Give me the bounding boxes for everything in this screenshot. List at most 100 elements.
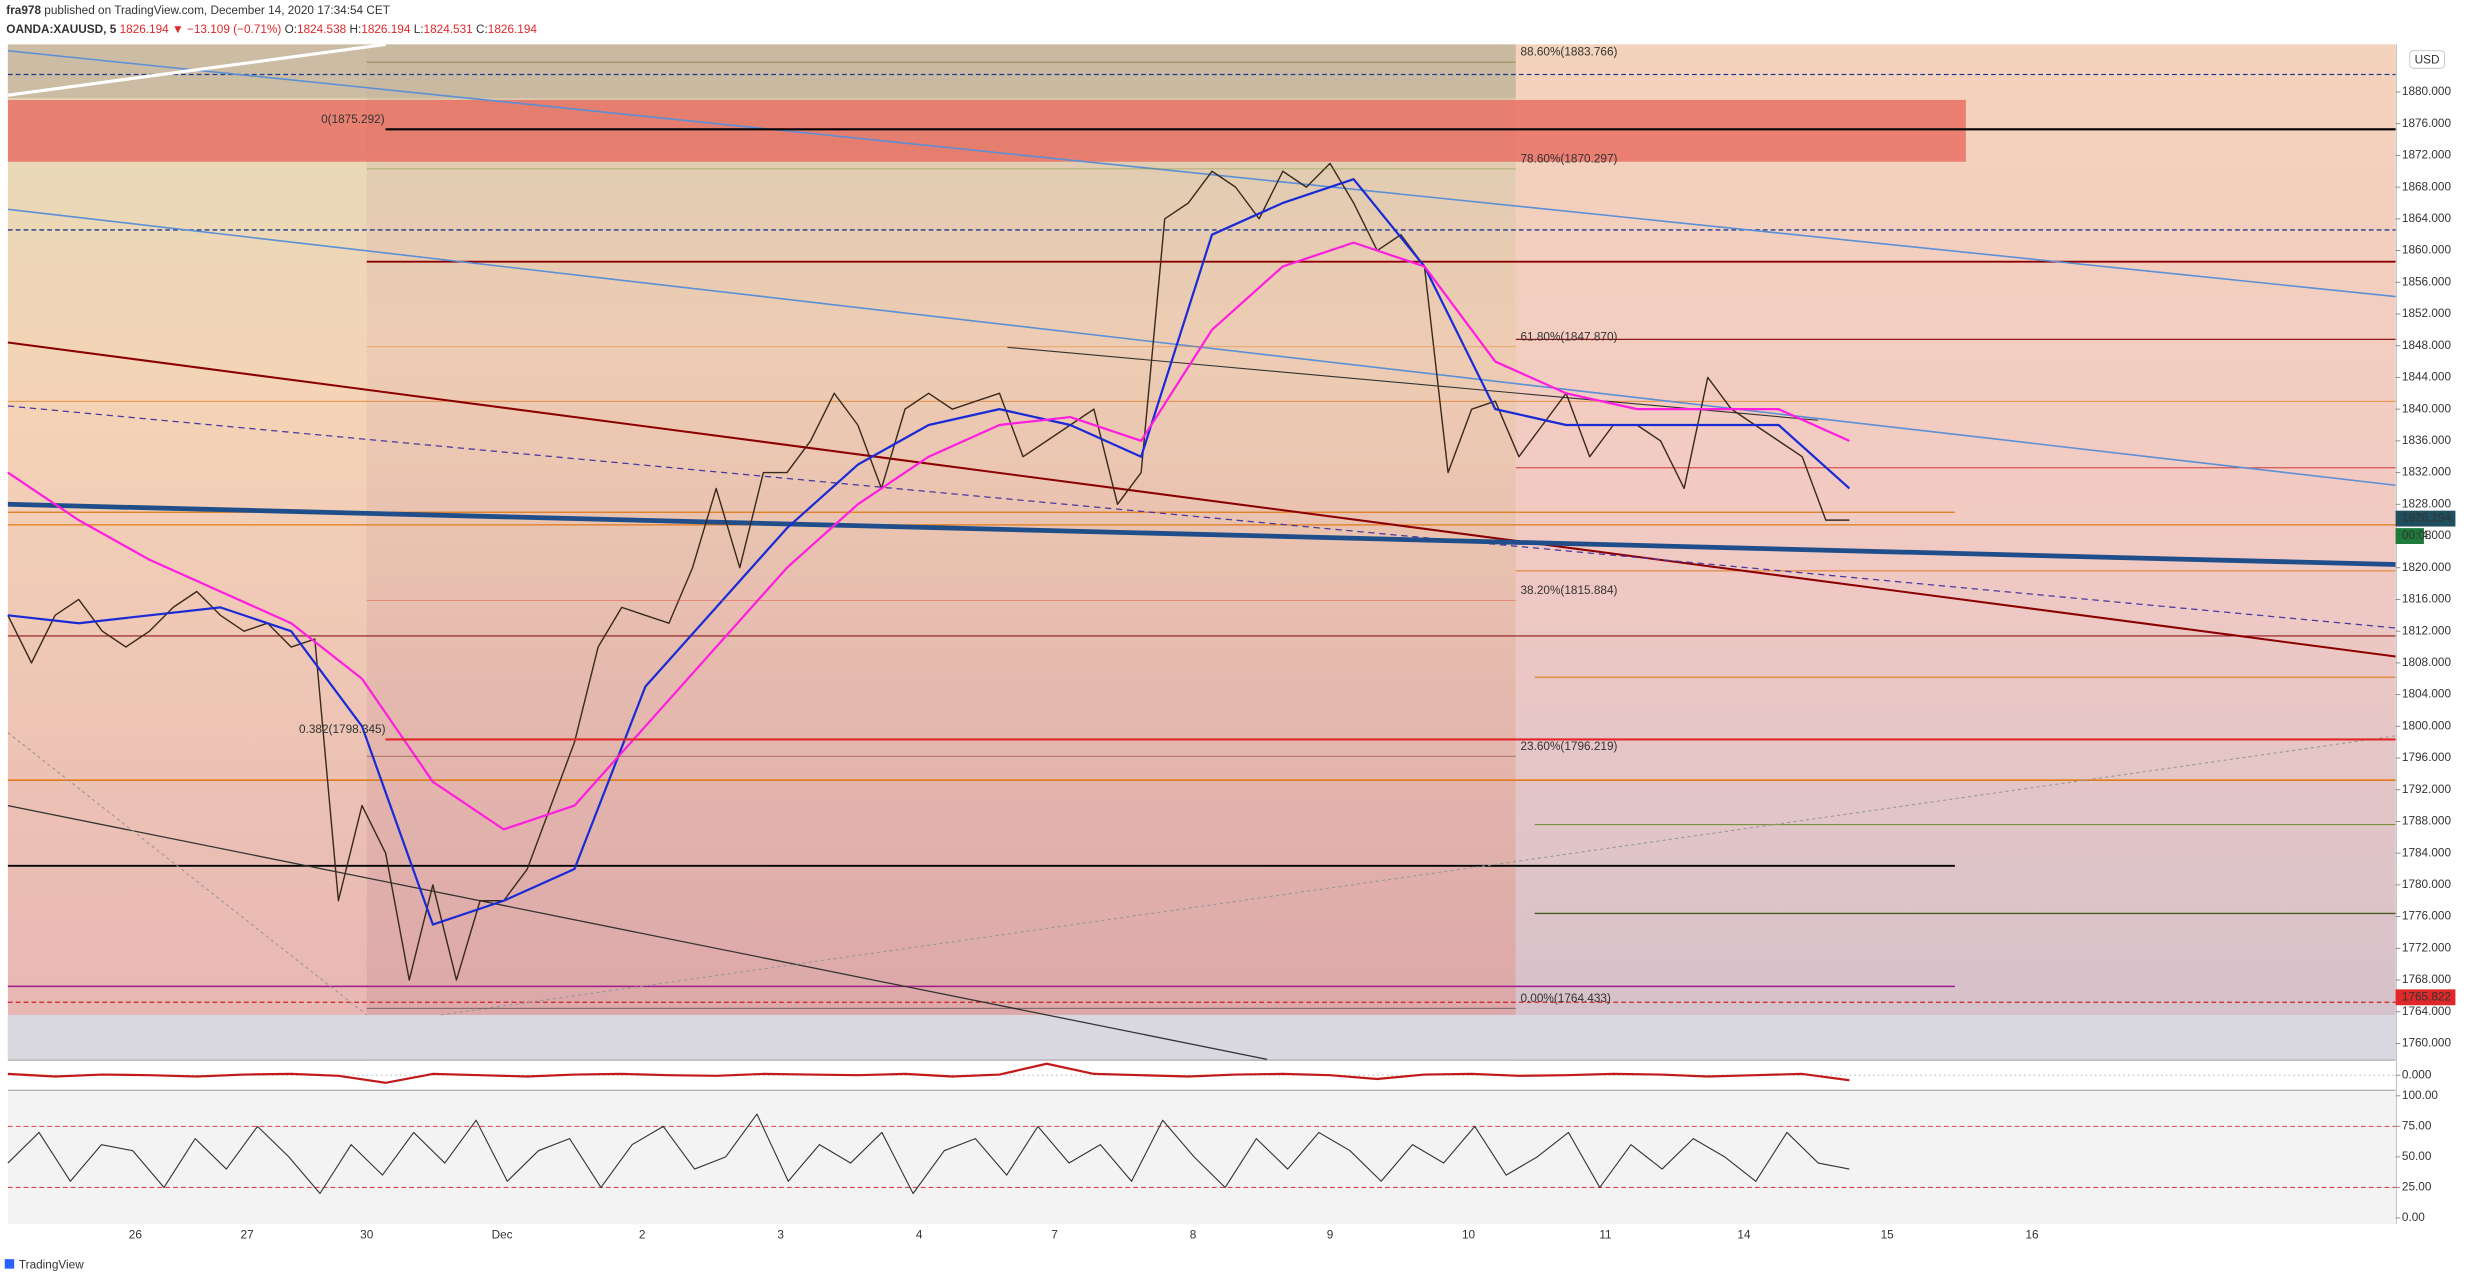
x-tick-label: 16 — [2025, 1227, 2039, 1241]
ohlc-key: O: — [285, 22, 297, 36]
y-tick-label: 1772.000 — [2402, 940, 2452, 954]
price-tag — [2395, 989, 2456, 1006]
y-tick-label: 1844.000 — [2402, 370, 2452, 384]
countdown: 00:08 — [2402, 528, 2432, 542]
indicator-line — [7, 178, 1851, 926]
x-tick-label: 2 — [639, 1227, 646, 1241]
y-tick-label: 1800.000 — [2402, 718, 2452, 732]
supply-zone — [7, 99, 1966, 162]
trend-line — [7, 42, 386, 97]
y-tick-label: 1848.000 — [2402, 338, 2452, 352]
trend-line — [7, 341, 2396, 658]
y-tick-label: 1832.000 — [2402, 465, 2452, 479]
x-tick-label: 3 — [777, 1227, 784, 1241]
y-tick-label: 1880.000 — [2402, 84, 2452, 98]
y-tick-label: 1796.000 — [2402, 750, 2452, 764]
y-tick-label: 1820.000 — [2402, 560, 2452, 574]
ohlc-key: H: — [349, 22, 361, 36]
y-tick-label: 0.00 — [2402, 1210, 2425, 1224]
y-tick-label: 1760.000 — [2402, 1036, 2452, 1050]
rsi-pane — [7, 1091, 2396, 1225]
change: ▼ −13.109 (−0.71%) — [172, 22, 281, 36]
y-tick-label: 1836.000 — [2402, 433, 2452, 447]
x-tick-label: 14 — [1737, 1227, 1751, 1241]
y-tick-label: 1852.000 — [2402, 306, 2452, 320]
x-tick-label: 8 — [1190, 1227, 1197, 1241]
y-tick-label: 1792.000 — [2402, 782, 2452, 796]
trend-line — [7, 804, 1268, 1060]
fib-zone — [366, 44, 1516, 1060]
y-tick-label: 1872.000 — [2402, 148, 2452, 162]
trend-line — [7, 405, 2396, 629]
x-tick-label: 27 — [241, 1227, 254, 1241]
last-price: 1826.194 — [120, 22, 170, 36]
y-tick-label: 1780.000 — [2402, 877, 2452, 891]
y-tick-label: 50.00 — [2402, 1149, 2432, 1163]
trend-line — [7, 49, 2396, 298]
trend-line — [7, 501, 2396, 567]
x-tick-label: Dec — [492, 1227, 513, 1241]
currency-box[interactable] — [2409, 50, 2445, 69]
fib-label: 38.20%(1815.884) — [1520, 583, 1617, 597]
header-line: fra978 published on TradingView.com, Dec… — [6, 3, 390, 17]
y-tick-label: 75.00 — [2402, 1118, 2432, 1132]
y-tick-label: 1804.000 — [2402, 687, 2452, 701]
y-tick-label: 1788.000 — [2402, 814, 2452, 828]
indicator-line — [7, 1113, 1850, 1195]
y-tick-label: 0.000 — [2402, 1067, 2432, 1081]
ohlc-value: 1824.531 — [424, 22, 473, 36]
fib-label: 23.60%(1796.219) — [1520, 739, 1617, 753]
header-line: OANDA:XAUUSD, 5 1826.194 ▼ −13.109 (−0.7… — [6, 22, 537, 36]
x-tick-label: 15 — [1881, 1227, 1895, 1241]
price-line — [7, 162, 1850, 981]
ohlc-value: 1826.194 — [488, 22, 538, 36]
y-tick-label: 100.00 — [2402, 1088, 2438, 1102]
ohlc-key: L: — [414, 22, 424, 36]
fib-label: 61.80%(1847.870) — [1520, 329, 1617, 343]
y-tick-label: 1784.000 — [2402, 845, 2452, 859]
indicator-line — [7, 241, 1850, 831]
fib-label: 0(1875.292) — [321, 112, 385, 126]
y-tick-label: 1808.000 — [2402, 655, 2452, 669]
y-tick-label: 1840.000 — [2402, 401, 2452, 415]
y-tick-label: 1864.000 — [2402, 211, 2452, 225]
y-tick-label: 1860.000 — [2402, 243, 2452, 257]
ohlc-value: 1824.538 — [297, 22, 347, 36]
y-tick-label: 1764.000 — [2402, 1004, 2452, 1018]
price-tag-label: 1765.822 — [2402, 989, 2451, 1003]
x-tick-label: 30 — [360, 1227, 374, 1241]
y-tick-label: 1876.000 — [2402, 116, 2452, 130]
ohlc-value: 1826.194 — [361, 22, 411, 36]
trend-line — [7, 732, 368, 1016]
y-tick-label: 1776.000 — [2402, 909, 2452, 923]
y-tick-label: 25.00 — [2402, 1179, 2432, 1193]
price-tag — [2395, 510, 2456, 527]
countdown-tag — [2395, 528, 2424, 544]
y-tick-label: 1856.000 — [2402, 274, 2452, 288]
x-tick-label: 4 — [916, 1227, 923, 1241]
fib-label: 88.60%(1883.766) — [1520, 45, 1617, 59]
indicator-line — [7, 1062, 1850, 1084]
published: published on TradingView.com, December 1… — [44, 3, 390, 17]
y-tick-label: 1812.000 — [2402, 623, 2452, 637]
y-tick-label: 1768.000 — [2402, 972, 2452, 986]
fib-label: 0.382(1798.345) — [299, 722, 386, 736]
y-tick-label: 1828.000 — [2402, 496, 2452, 510]
x-tick-label: 9 — [1327, 1227, 1334, 1241]
brand-logo — [4, 1259, 15, 1269]
drawings — [7, 42, 2396, 1060]
y-tick-label: 1816.000 — [2402, 592, 2452, 606]
price-tag-label: 1826.194 — [2402, 511, 2452, 525]
author: fra978 — [6, 3, 41, 17]
x-tick-label: 26 — [129, 1227, 143, 1241]
series-layer: 1760.000 1764.000 1768.000 1772.000 1776.000… — [7, 45, 2456, 1242]
ohlc-key: C: — [476, 22, 488, 36]
y-tick-label: 1868.000 — [2402, 179, 2452, 193]
zone — [7, 1014, 2396, 1060]
brand: TradingView — [19, 1258, 84, 1272]
fib-label: 78.60%(1870.297) — [1520, 151, 1617, 165]
currency[interactable]: USD — [2415, 52, 2440, 66]
x-tick-label: 10 — [1462, 1227, 1476, 1241]
